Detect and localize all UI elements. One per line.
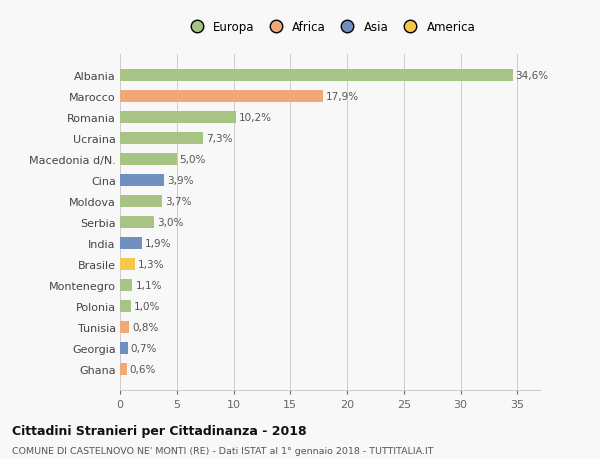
Text: 0,6%: 0,6% [130,364,156,374]
Text: 34,6%: 34,6% [515,71,549,81]
Bar [120,70,513,82]
Text: 3,0%: 3,0% [157,218,183,228]
Text: 1,3%: 1,3% [137,259,164,269]
Bar [120,196,162,207]
Bar [120,133,203,145]
Bar [120,301,131,312]
Bar [120,238,142,249]
Bar [120,91,323,103]
Bar [120,259,135,270]
Text: 10,2%: 10,2% [239,113,272,123]
Bar [120,280,133,291]
Bar [120,175,164,186]
Text: 1,1%: 1,1% [136,280,162,291]
Text: 7,3%: 7,3% [206,134,232,144]
Text: 5,0%: 5,0% [179,155,206,165]
Text: 1,0%: 1,0% [134,302,161,311]
Text: 0,7%: 0,7% [131,343,157,353]
Bar [120,154,177,166]
Text: 0,8%: 0,8% [132,322,158,332]
Text: Cittadini Stranieri per Cittadinanza - 2018: Cittadini Stranieri per Cittadinanza - 2… [12,425,307,437]
Bar [120,217,154,229]
Bar [120,112,236,123]
Bar [120,342,128,354]
Legend: Europa, Africa, Asia, America: Europa, Africa, Asia, America [185,21,475,34]
Bar [120,364,127,375]
Text: 3,9%: 3,9% [167,176,194,186]
Bar [120,322,129,333]
Text: 1,9%: 1,9% [145,239,171,248]
Text: COMUNE DI CASTELNOVO NE' MONTI (RE) - Dati ISTAT al 1° gennaio 2018 - TUTTITALIA: COMUNE DI CASTELNOVO NE' MONTI (RE) - Da… [12,446,433,455]
Text: 17,9%: 17,9% [326,92,359,102]
Text: 3,7%: 3,7% [165,197,191,207]
